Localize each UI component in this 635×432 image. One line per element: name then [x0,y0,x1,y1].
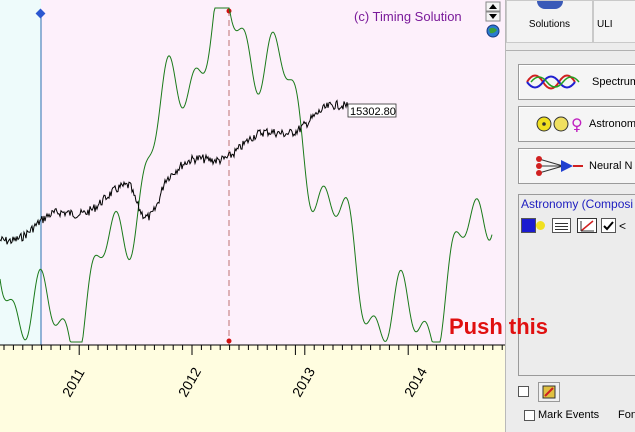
spectrum-icon [526,74,580,90]
price-label-box [347,103,397,118]
left-band [0,0,41,345]
side-panel: Solutions ULI Spectrum ♀ Astronomy [505,0,635,432]
panel-title: Astronomy (Composi [521,197,634,211]
table-icon[interactable] [552,218,571,233]
plot-background [0,0,505,345]
astronomy-icon: ♀ [536,115,583,134]
price-line-path [0,99,349,245]
year-label-2011: 2011 [59,365,88,399]
svg-text:♀: ♀ [571,115,583,134]
astronomy-composite-panel: Astronomy (Composi < [518,194,635,376]
scroll-down-button[interactable] [485,11,501,22]
mark-events-label: Mark Events [538,409,600,421]
push-this-annotation: Push this [449,314,549,339]
sun-icon [536,218,546,233]
mark-events-checkbox[interactable] [524,410,535,421]
tools-icon [542,385,556,399]
visible-checkbox[interactable] [601,218,616,233]
color-swatch-button[interactable] [521,218,536,233]
chart-area[interactable]: 15302.80 (c) Timing Solution 2011 2012 2… [0,0,505,432]
astronomy-label: Astronomy [589,118,635,130]
scroll-up-button[interactable] [485,1,501,12]
settings-button[interactable] [538,382,560,402]
uli-button[interactable]: ULI [593,0,635,43]
chart-canvas[interactable]: 15302.80 (c) Timing Solution 2011 2012 2… [0,0,505,432]
left-marker-handle[interactable] [35,8,46,19]
uli-label: ULI [597,19,613,30]
solutions-icon [537,1,563,9]
panel-arrow[interactable]: < [619,219,627,233]
checkmark-icon [603,221,614,231]
spectrum-button[interactable]: Spectrum [518,64,635,100]
font-label: Font [618,409,635,421]
astronomy-projection-line [0,7,493,343]
year-label-2012: 2012 [175,364,205,399]
x-axis-ticks [3,345,503,355]
year-label-2014: 2014 [401,364,431,399]
chevron-down-icon [489,14,497,19]
price-label: 15302.80 [350,106,396,118]
draw-line-icon [580,220,594,232]
green-line-path [0,7,493,343]
chevron-up-icon [489,4,497,9]
separator [506,50,635,51]
bottom-checkbox[interactable] [518,386,529,397]
solutions-button[interactable]: Solutions [506,0,593,43]
neural-net-button[interactable]: Neural N [518,148,635,184]
solutions-label: Solutions [528,19,571,30]
globe-icon[interactable] [486,24,500,38]
year-label-2013: 2013 [289,364,319,399]
center-marker-bottom[interactable] [226,338,232,344]
neural-net-icon [536,156,583,176]
draw-line-button[interactable] [577,218,597,233]
spectrum-label: Spectrum [592,76,635,88]
astronomy-button[interactable]: ♀ Astronomy [518,106,635,142]
neural-net-label: Neural N [589,160,633,172]
watermark-text: (c) Timing Solution [354,9,462,24]
price-line [0,99,349,245]
